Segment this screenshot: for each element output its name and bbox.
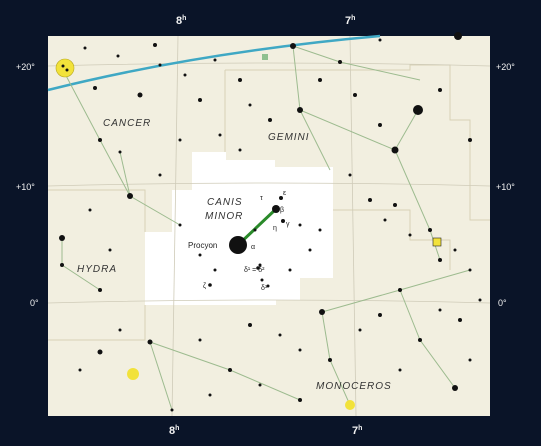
star-label-delta12: δ¹ = δ² — [244, 267, 265, 274]
nebula-marker-right — [432, 237, 442, 247]
constellation-label-hydra: HYDRA — [77, 264, 117, 275]
zeta-star — [208, 283, 212, 287]
star-label-alpha: α — [251, 244, 255, 251]
star-label-tau: τ — [260, 195, 263, 202]
constellation-label-canis-1: CANIS — [207, 197, 243, 208]
star-label-epsilon: ε — [283, 190, 286, 197]
constellation-label-cancer: CANCER — [103, 118, 151, 129]
canis-minor-region — [145, 152, 333, 305]
dec-label-zero-right: 0° — [498, 298, 507, 308]
constellation-label-monoceros: MONOCEROS — [316, 381, 392, 392]
dec-label-p20-left: +20° — [16, 62, 35, 72]
ra-label-bottom-7h: 7h — [352, 425, 362, 437]
nebula-marker-gemini — [262, 54, 268, 60]
cluster-marker-monoceros — [345, 400, 355, 410]
delta-star — [256, 266, 260, 270]
gomeisa-star — [272, 205, 280, 213]
ra-label-top-7h: 7h — [345, 15, 355, 27]
gamma-star — [281, 219, 285, 223]
constellation-boundaries — [48, 64, 490, 341]
ecliptic-line — [47, 34, 381, 92]
star-label-delta3: δ³ — [261, 285, 268, 292]
constellation-label-gemini: GEMINI — [268, 132, 310, 143]
cluster-marker-lower — [127, 368, 139, 380]
star-label-gamma: γ — [286, 221, 290, 228]
dec-label-p10-right: +10° — [496, 182, 515, 192]
dec-label-p10-left: +10° — [16, 182, 35, 192]
epsilon-star — [279, 196, 283, 200]
constellation-label-canis-2: MINOR — [205, 211, 243, 222]
star-label-procyon: Procyon — [188, 241, 217, 250]
star-label-beta: β — [280, 207, 284, 214]
coordinate-grid — [47, 35, 491, 417]
cluster-marker-beehive — [55, 58, 75, 78]
cluster-dot-1 — [61, 64, 65, 68]
ra-label-top-8h: 8h — [176, 15, 186, 27]
procyon-star — [229, 236, 247, 254]
dec-label-p20-right: +20° — [496, 62, 515, 72]
star-label-zeta: ζ — [203, 283, 206, 290]
dec-label-zero-left: 0° — [30, 298, 39, 308]
star-label-eta: η — [273, 225, 277, 232]
ra-label-bottom-8h: 8h — [169, 425, 179, 437]
cluster-dot-2 — [65, 68, 69, 72]
